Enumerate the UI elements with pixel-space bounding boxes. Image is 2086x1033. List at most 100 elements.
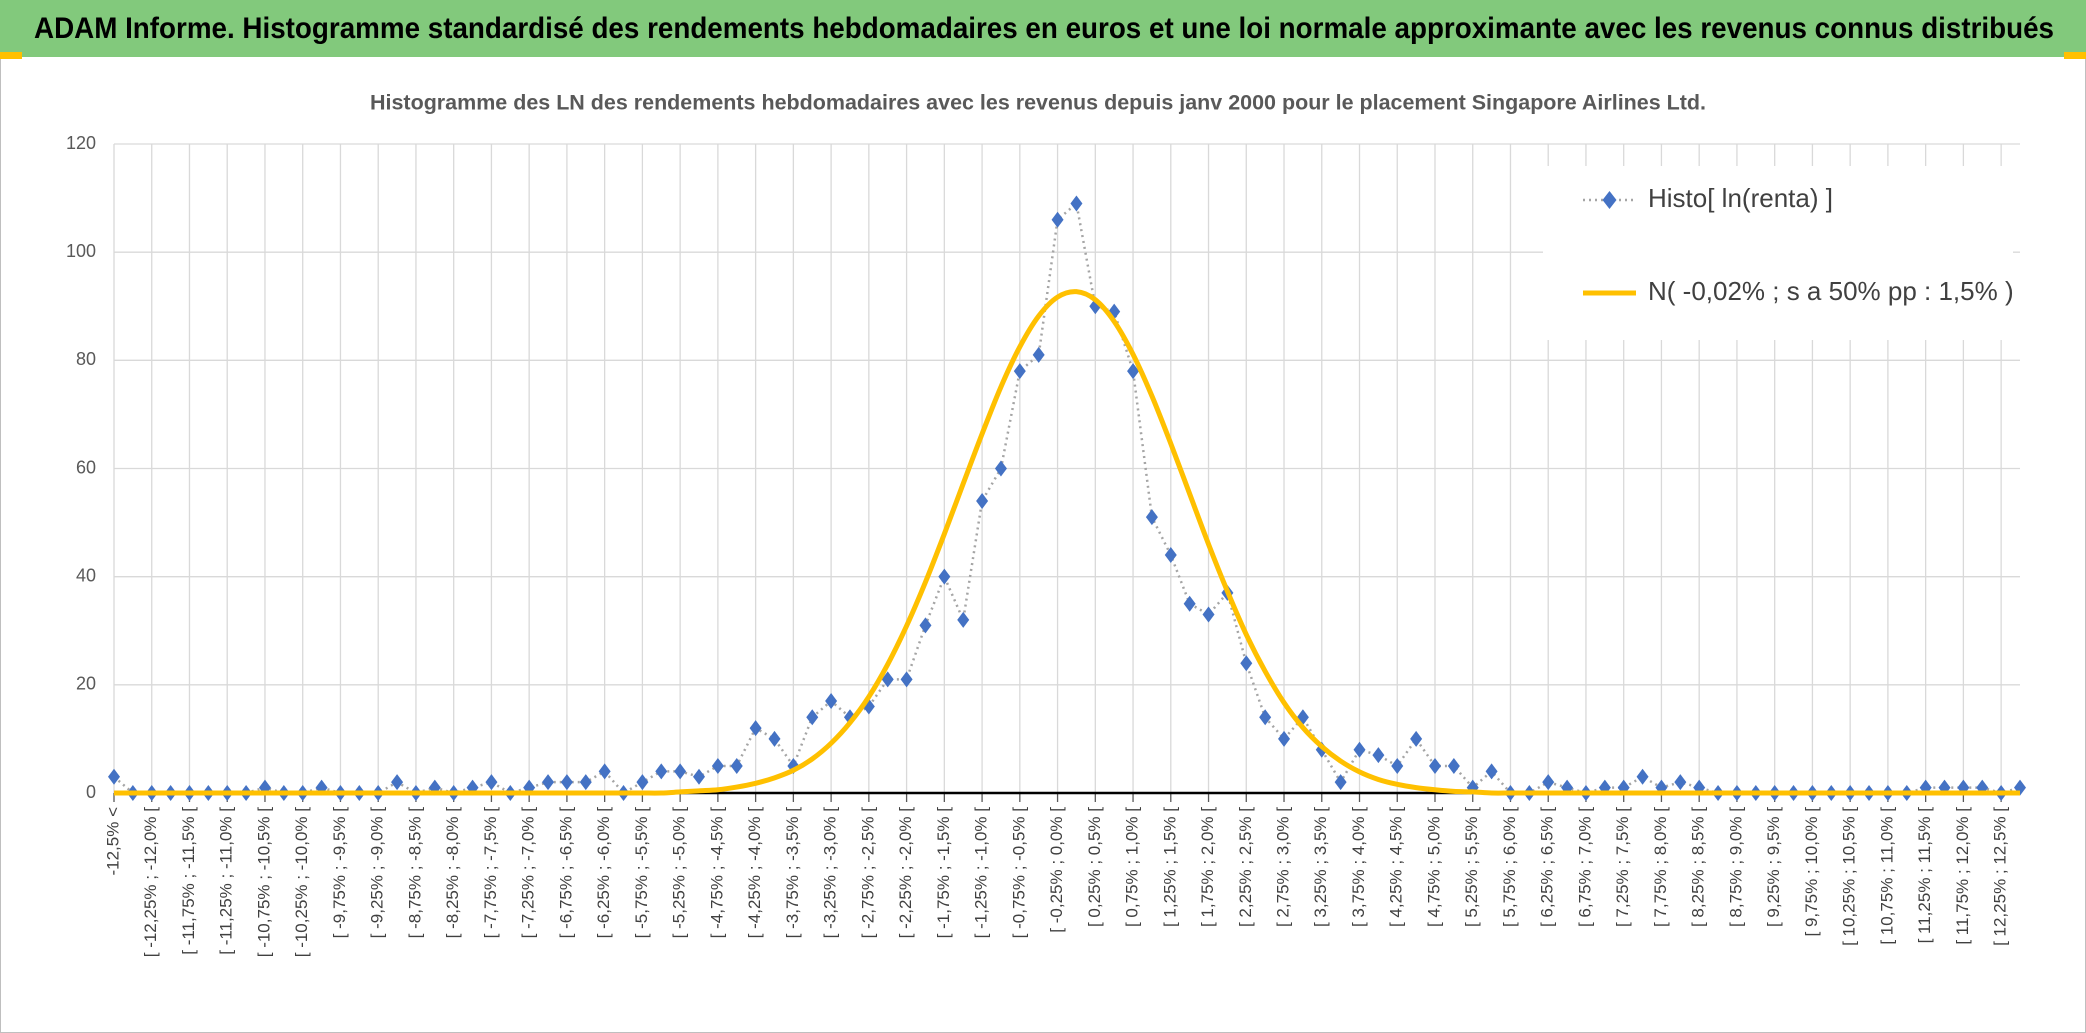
series-line [114, 289, 2020, 796]
x-tick-label: [ -10,75% ; -10,5% [ [254, 807, 273, 958]
banner-corner [2064, 52, 2086, 59]
data-point [391, 774, 404, 791]
x-tick-label: [ -6,75% ; -6,5% [ [556, 807, 575, 939]
x-tick-label: [ 8,25% ; 8,5% [ [1689, 807, 1708, 927]
legend-marker [1602, 191, 1617, 209]
banner [0, 0, 2086, 57]
data-point [900, 671, 913, 688]
data-point [1183, 595, 1196, 612]
x-tick-label: [ -11,25% ; -11,0% [ [217, 807, 236, 955]
x-tick-label: [ 12,25% ; 12,5% [ [1991, 807, 2010, 946]
data-point [1051, 211, 1064, 228]
x-tick-label: [ 3,25% ; 3,5% [ [1311, 807, 1330, 927]
data-point [1542, 774, 1555, 791]
data-point [976, 492, 989, 509]
data-point [749, 720, 762, 737]
x-tick-label: [ 6,75% ; 7,0% [ [1575, 807, 1594, 927]
x-tick-label: [ -3,75% ; -3,5% [ [783, 807, 802, 939]
y-tick-label: 80 [76, 349, 96, 369]
y-tick-label: 0 [86, 782, 96, 802]
x-tick-label: [ 7,75% ; 8,0% [ [1651, 807, 1670, 927]
x-tick-label: [ 1,75% ; 2,0% [ [1198, 807, 1217, 927]
data-point [881, 671, 894, 688]
x-tick-label: [ -2,75% ; -2,5% [ [858, 807, 877, 939]
data-point [1278, 730, 1291, 747]
x-tick-label: [ -7,25% ; -7,0% [ [519, 807, 538, 939]
x-tick-label: [ -11,75% ; -11,5% [ [179, 807, 198, 955]
data-point [938, 568, 951, 585]
x-tick-label: -12,5% < [103, 807, 122, 876]
data-point [1636, 768, 1649, 785]
x-tick-label: [ -9,25% ; -9,0% [ [368, 807, 387, 939]
x-tick-label: [ -9,75% ; -9,5% [ [330, 807, 349, 939]
data-point [598, 763, 611, 780]
x-tick-label: [ -4,25% ; -4,0% [ [745, 807, 764, 939]
legend-box [1543, 166, 2013, 340]
x-tick-label: [ 4,75% ; 5,0% [ [1424, 807, 1443, 927]
x-tick-label: [ -1,25% ; -1,0% [ [972, 807, 991, 939]
x-tick-label: [ 2,75% ; 3,0% [ [1274, 807, 1293, 927]
data-point [542, 774, 555, 791]
x-tick-label: [ 3,75% ; 4,0% [ [1349, 807, 1368, 927]
x-tick-label: [ -1,75% ; -1,5% [ [934, 807, 953, 939]
x-tick-label: [ 0,75% ; 1,0% [ [1123, 807, 1142, 927]
y-tick-label: 40 [76, 565, 96, 585]
data-point [1032, 346, 1045, 363]
data-point [1447, 757, 1460, 774]
banner-corner [0, 52, 22, 59]
x-tick-label: [ -0,25% ; 0,0% [ [1047, 807, 1066, 933]
x-tick-label: [ 0,25% ; 0,5% [ [1085, 807, 1104, 927]
x-tick-label: [ -8,25% ; -8,0% [ [443, 807, 462, 939]
data-point [108, 768, 120, 785]
chart-title: Histogramme des LN des rendements hebdom… [370, 92, 1706, 115]
data-point [730, 757, 743, 774]
y-tick-label: 60 [76, 457, 96, 477]
data-point [994, 460, 1007, 477]
x-tick-label: [ 2,25% ; 2,5% [ [1236, 807, 1255, 927]
data-point [919, 617, 932, 634]
x-tick-label: [ 5,75% ; 6,0% [ [1500, 807, 1519, 927]
banner-title: ADAM Informe. Histogramme standardisé de… [34, 12, 2054, 45]
data-point [1372, 747, 1385, 764]
x-tick-label: [ 5,25% ; 5,5% [ [1462, 807, 1481, 927]
data-point [693, 768, 706, 785]
data-point [1013, 363, 1026, 380]
x-tick-label: [ 10,75% ; 11,0% [ [1877, 807, 1896, 945]
data-point [1164, 547, 1177, 564]
x-tick-label: [ 11,75% ; 12,0% [ [1953, 807, 1972, 945]
data-point [1259, 709, 1272, 726]
data-point [1202, 606, 1215, 623]
data-point [1070, 195, 1083, 212]
plot: 0 20 40 60 80 100 120 -12,5% < [ -12,25% ; -12,0… [66, 133, 2026, 958]
x-tick-label: [ 1,25% ; 1,5% [ [1160, 807, 1179, 927]
x-tick-label: [ -3,25% ; -3,0% [ [821, 807, 840, 939]
data-point [1485, 763, 1498, 780]
data-point [957, 611, 970, 628]
data-point [1145, 509, 1158, 526]
y-tick-label: 20 [76, 674, 96, 694]
x-tick-label: [ -5,75% ; -5,5% [ [632, 807, 651, 939]
x-tick-label: [ -0,75% ; -0,5% [ [1009, 807, 1028, 939]
x-tick-label: [ -10,25% ; -10,0% [ [292, 807, 311, 958]
data-point [1391, 757, 1404, 774]
x-tick-label: [ 6,25% ; 6,5% [ [1538, 807, 1557, 927]
data-point [1674, 774, 1687, 791]
x-tick-label: [ 8,75% ; 9,0% [ [1726, 807, 1745, 927]
data-point [1334, 774, 1347, 791]
x-tick-label: [ -12,25% ; -12,0% [ [141, 807, 160, 958]
x-tick-label: [ 11,25% ; 11,5% [ [1915, 807, 1934, 944]
data-point [560, 774, 573, 791]
legend-label: N( -0,02% ; s a 50% pp : 1,5% ) [1648, 276, 2014, 306]
data-point [579, 774, 592, 791]
x-tick-label: [ 4,25% ; 4,5% [ [1387, 807, 1406, 927]
data-point [1240, 655, 1253, 672]
data-point [655, 763, 668, 780]
data-point [1428, 757, 1441, 774]
data-point [711, 757, 724, 774]
legend-label: Histo[ ln(renta) ] [1648, 183, 1833, 213]
data-point [768, 730, 781, 747]
x-tick-label: [ 7,25% ; 7,5% [ [1613, 807, 1632, 927]
data-point [1127, 363, 1140, 380]
x-tick-label: [ 9,25% ; 9,5% [ [1764, 807, 1783, 927]
